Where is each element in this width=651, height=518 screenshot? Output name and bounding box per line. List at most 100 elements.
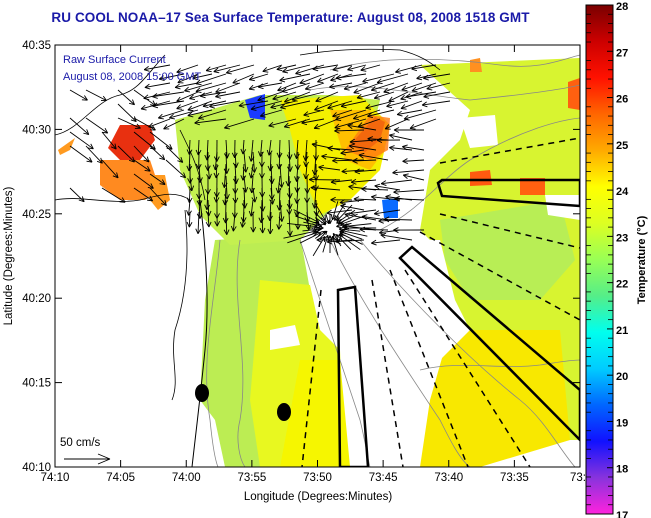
current-vector (330, 196, 353, 203)
current-vector (165, 145, 184, 163)
current-vector (357, 118, 381, 128)
current-vector (143, 64, 171, 72)
current-vector (277, 82, 297, 92)
current-vector (205, 211, 212, 228)
current-vector (393, 227, 425, 233)
nj-coastline (191, 199, 208, 467)
current-vector (192, 73, 213, 81)
current-vector (270, 100, 297, 110)
current-vector (332, 109, 353, 118)
current-vector (176, 91, 199, 103)
transect-overlays (301, 137, 580, 467)
current-vector (327, 100, 353, 110)
sst-patch-bay-warm (108, 125, 155, 160)
current-vector (165, 159, 187, 179)
current-vector (152, 91, 185, 99)
current-vector (314, 202, 326, 221)
colorbar-tick-label: 26 (616, 94, 628, 106)
sst-patch-warm-spot-3 (568, 78, 580, 110)
current-vector (389, 133, 413, 141)
colorbar-gradient (585, 4, 614, 515)
dashed-transect (439, 213, 580, 249)
station-marker-2[interactable] (277, 403, 291, 421)
current-vector (293, 209, 320, 223)
current-vector (426, 82, 451, 91)
current-vector (133, 117, 156, 131)
current-vector (396, 109, 423, 117)
current-vector (250, 100, 283, 111)
current-vector (403, 109, 437, 121)
current-vector (401, 82, 423, 92)
colorbar-tick-label: 27 (616, 47, 628, 59)
current-vector (358, 152, 389, 161)
current-vector (353, 109, 381, 121)
current-vector (85, 89, 107, 102)
current-vector (361, 214, 389, 221)
scale-arrow-icon (64, 453, 111, 465)
long-island-shore (299, 48, 441, 71)
legend-line-2: August 08, 2008 15:00 GMT (63, 71, 201, 83)
current-vector (186, 211, 193, 228)
y-tick-label: 40:30 (22, 124, 51, 136)
current-vector (240, 139, 247, 155)
current-vector (348, 143, 377, 151)
station-marker-1[interactable] (195, 384, 209, 402)
dashed-transect (404, 269, 531, 467)
dashed-transect (301, 289, 322, 467)
colorbar-tick-label: 20 (616, 371, 628, 383)
current-vector (85, 117, 109, 134)
current-vector (251, 187, 258, 203)
current-vector (259, 109, 283, 118)
current-vector (69, 117, 90, 135)
current-vector (133, 159, 151, 172)
bathymetry-contour (419, 359, 580, 371)
current-vector (317, 73, 339, 83)
colorbar-tick-label: 18 (616, 464, 628, 476)
current-vector (101, 131, 117, 150)
current-vector (101, 159, 119, 179)
current-vector (384, 118, 409, 130)
current-vector (341, 168, 365, 175)
current-vector (276, 64, 297, 72)
current-vector (195, 211, 202, 235)
x-tick-label: 73:55 (237, 472, 266, 484)
y-tick-label: 40:35 (22, 40, 51, 52)
cloud-gap (270, 325, 300, 350)
current-vector (411, 82, 437, 93)
current-vector (284, 91, 311, 103)
current-vector (326, 238, 353, 245)
current-vector (117, 117, 141, 129)
current-vector (85, 145, 103, 164)
current-vector (101, 187, 126, 203)
sst-patch-offshore-south (420, 330, 570, 467)
current-vector (389, 145, 413, 151)
x-tick-label: 74:00 (172, 472, 201, 484)
current-vector (335, 109, 367, 121)
current-vector (315, 230, 326, 239)
current-vector (356, 91, 381, 100)
current-vector (365, 100, 395, 110)
current-vector (326, 209, 353, 216)
current-vector (340, 203, 365, 211)
current-vector (187, 109, 213, 118)
transect-box-east (436, 178, 580, 208)
current-vector (299, 73, 325, 85)
current-vector (149, 187, 167, 206)
current-vector (262, 64, 283, 73)
x-tick-label: 73:50 (303, 472, 332, 484)
colorbar: 28 27 26 25 24 23 22 21 20 19 18 17 (585, 1, 629, 518)
current-vector (280, 100, 311, 110)
current-vector (291, 91, 325, 102)
current-vector (133, 89, 156, 107)
current-vector (248, 82, 269, 91)
current-vector (238, 100, 269, 108)
current-vector (267, 211, 274, 235)
current-vector (353, 196, 377, 203)
colorbar-tick-label: 24 (616, 186, 629, 198)
current-vector (149, 131, 173, 150)
current-vector (395, 64, 423, 74)
current-vector (371, 239, 401, 246)
current-vector (69, 131, 94, 150)
current-vector (392, 169, 425, 176)
current-vector (144, 82, 171, 90)
